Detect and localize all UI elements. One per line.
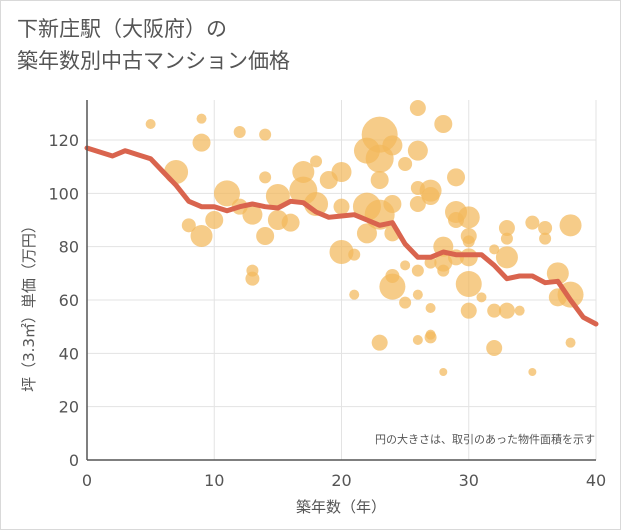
x-tick-label: 0 [82, 471, 92, 490]
x-tick-label: 20 [331, 471, 351, 490]
price-trend-line [84, 145, 599, 327]
bubble-point [259, 171, 272, 184]
bubble-point [487, 303, 502, 318]
chart-title-line2: 築年数別中古マンション価格 [17, 49, 290, 73]
bubble-point [196, 113, 207, 124]
bubble-point [539, 232, 552, 245]
bubble-point [383, 195, 402, 213]
bubble-point [411, 264, 424, 277]
tick-labels: 0 20 40 60 80 100 120 0 10 20 30 40 [48, 131, 606, 490]
bubble-point [181, 218, 196, 233]
bubble-point [457, 206, 480, 229]
bubble-point [498, 302, 515, 319]
bubble-point [538, 221, 553, 235]
bubble-point [565, 337, 576, 348]
y-tick-label: 80 [59, 238, 79, 257]
bubble-point [310, 155, 323, 168]
bubble-point [495, 246, 518, 269]
bubble-point [349, 289, 360, 300]
bubble-point [205, 211, 224, 229]
bubble-point [245, 271, 260, 286]
bubble-point [455, 271, 482, 297]
bubble-point [399, 296, 412, 309]
y-tick-label: 20 [59, 398, 79, 417]
bubble-point [233, 126, 246, 138]
y-tick-label: 40 [59, 344, 79, 363]
axes [86, 100, 596, 461]
bubble-point [412, 335, 423, 345]
bubble-point [256, 227, 275, 245]
bubble-point [421, 187, 440, 205]
y-tick-label: 120 [48, 131, 79, 150]
bubble-point [412, 289, 423, 300]
bubble-point [242, 204, 263, 225]
bubble-point [439, 368, 448, 376]
bubble-point [425, 303, 436, 313]
bubble-point [292, 161, 315, 183]
bubble-point [370, 171, 389, 189]
x-tick-label: 40 [586, 471, 606, 490]
bubble-point [265, 184, 290, 208]
bubble-point [398, 157, 413, 171]
x-tick-label: 30 [459, 471, 479, 490]
y-axis-label: 坪（3.3㎡）単価（万円） [20, 218, 38, 392]
bubble-point [489, 244, 500, 255]
bubble-size-note: 円の大きさは、取引のあった物件面積を示す [375, 432, 595, 446]
bubble-point [460, 302, 477, 319]
y-tick-label: 100 [48, 184, 79, 203]
bubble-point [447, 168, 466, 187]
bubble-point [333, 198, 350, 215]
bubble-point [400, 260, 411, 271]
bubble-point [190, 225, 213, 247]
bubble-point [192, 133, 211, 152]
bubble-point [356, 223, 377, 244]
chart-title: 下新庄駅（大阪府）の 築年数別中古マンション価格 [17, 13, 290, 77]
bubble-point [424, 331, 437, 344]
bubble-point [459, 248, 478, 267]
bubble-point [382, 135, 403, 156]
bubble-point [331, 162, 352, 182]
bubble-point [409, 100, 426, 116]
bubble-point [476, 292, 487, 303]
y-tick-label: 0 [69, 451, 79, 470]
bubble-point [514, 305, 525, 316]
bubble-point [259, 128, 272, 141]
bubble-point [528, 368, 537, 376]
bubble-point [329, 240, 354, 264]
bubble-point [213, 180, 240, 207]
bubble-point [546, 262, 569, 285]
bubble-point [498, 220, 515, 236]
x-axis-label: 築年数（年） [296, 498, 386, 516]
bubble-point [348, 248, 361, 261]
bubble-point [164, 160, 189, 184]
bubble-point [407, 140, 428, 161]
bubble-point [434, 115, 453, 133]
grid-lines [87, 100, 597, 460]
x-tick-label: 10 [204, 471, 224, 490]
chart-title-line1: 下新庄駅（大阪府）の [17, 17, 227, 41]
bubble-point [145, 119, 156, 129]
bubble-point [379, 273, 406, 300]
bubble-point [486, 340, 503, 356]
y-tick-label: 60 [59, 291, 79, 310]
bubble-point [500, 232, 513, 245]
bubble-point [559, 214, 582, 237]
bubble-point [281, 213, 300, 232]
bubble-point [409, 196, 426, 212]
bubble-point [437, 264, 450, 277]
bubble-point [462, 235, 475, 248]
bubble-point [525, 215, 540, 230]
bubble-point [371, 334, 388, 351]
bubble-layer [145, 100, 584, 376]
